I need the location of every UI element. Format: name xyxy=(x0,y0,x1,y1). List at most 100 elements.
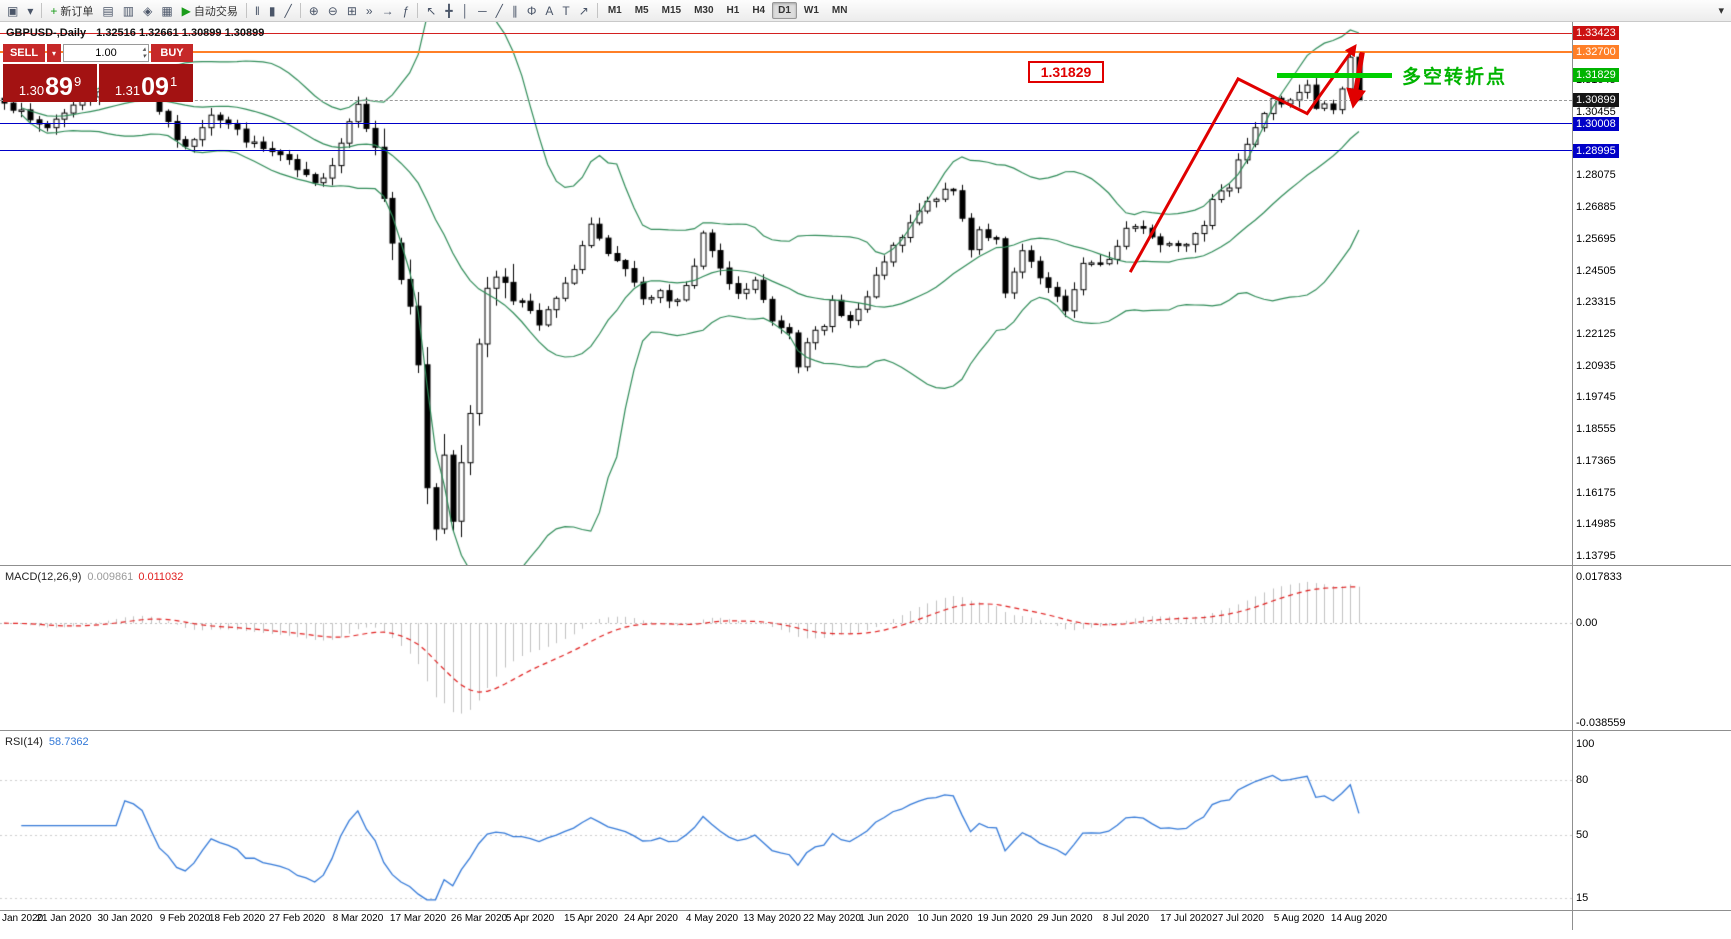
vertical-line-tool-button[interactable]: │ xyxy=(458,2,474,20)
price-scale-axis[interactable] xyxy=(1572,22,1573,930)
crosshair-button[interactable]: ╋ xyxy=(441,2,456,20)
chart-shift-button[interactable]: → xyxy=(378,2,398,20)
market-watch-icon: ▤ xyxy=(102,3,114,18)
date-axis-label: 4 May 2020 xyxy=(685,913,739,924)
date-axis-label: 10 Jun 2020 xyxy=(917,913,973,924)
label-tool-icon: T xyxy=(562,3,570,18)
trendline-tool-icon: ╱ xyxy=(495,3,503,18)
sell-button[interactable]: SELL xyxy=(3,44,45,62)
horizontal-line-1.33423[interactable] xyxy=(0,33,1572,34)
fibonacci-tool-button[interactable]: Φ xyxy=(523,2,541,20)
label-tool-button[interactable]: T xyxy=(558,2,573,20)
date-axis-label: 9 Feb 2020 xyxy=(159,913,211,924)
navigator-button[interactable]: ◈ xyxy=(139,2,156,20)
zoom-out-button[interactable]: ⊖ xyxy=(324,2,342,20)
arrows-tool-button[interactable]: ↗ xyxy=(575,2,593,20)
price-chart-canvas[interactable] xyxy=(0,22,1572,565)
date-axis-label: 26 Mar 2020 xyxy=(450,913,508,924)
terminal-button[interactable]: ▦ xyxy=(157,2,176,20)
zoom-in-icon: ⊕ xyxy=(308,3,319,18)
line-chart-mode-button[interactable]: ╱ xyxy=(280,2,295,20)
channel-tool-button[interactable]: ∥ xyxy=(508,2,522,20)
chart-profiles-icon: ▾ xyxy=(27,3,34,18)
bar-chart-mode-button[interactable]: ‖ xyxy=(251,2,264,20)
timeframe-h4[interactable]: H4 xyxy=(752,5,766,16)
rsi-panel-canvas[interactable] xyxy=(0,732,1572,910)
macd-panel-splitter[interactable] xyxy=(0,565,1731,566)
horizontal-line-1.30899[interactable] xyxy=(0,100,1572,101)
price-flag-annotation[interactable]: 1.31829 xyxy=(1028,61,1104,83)
new-chart-button[interactable]: ▣ xyxy=(3,2,22,20)
macd-panel-canvas[interactable] xyxy=(0,567,1572,730)
cursor-icon: ↖ xyxy=(426,3,437,18)
fibonacci-tool-icon: Φ xyxy=(526,3,537,18)
date-axis-label: 27 Feb 2020 xyxy=(268,913,326,924)
price-axis-label: 1.32700 xyxy=(1573,45,1619,59)
price-axis-label: 1.30008 xyxy=(1573,117,1619,131)
timeframe-h1[interactable]: H1 xyxy=(726,5,740,16)
tile-windows-button[interactable]: ⊞ xyxy=(343,2,361,20)
new-order-button[interactable]: + 新订单 xyxy=(46,2,97,20)
date-axis-label: 21 Jan 2020 xyxy=(36,913,92,924)
timeframe-mn[interactable]: MN xyxy=(831,5,848,16)
price-axis-label: 1.24505 xyxy=(1576,265,1616,277)
price-axis-label: 1.20935 xyxy=(1576,360,1616,372)
timeframe-m15[interactable]: M15 xyxy=(661,5,682,16)
indicators-button[interactable]: ƒ xyxy=(399,2,414,20)
order-type-dropdown[interactable]: ▾ xyxy=(47,44,61,62)
zoom-in-button[interactable]: ⊕ xyxy=(305,2,323,20)
chart-profiles-button[interactable]: ▾ xyxy=(23,2,37,20)
volume-up-icon[interactable]: ▴ xyxy=(142,46,146,53)
date-axis-label: 27 Jul 2020 xyxy=(1212,913,1264,924)
timeframe-w1[interactable]: W1 xyxy=(803,5,819,16)
date-axis-border xyxy=(0,910,1731,911)
text-tool-button[interactable]: A xyxy=(541,2,557,20)
chart-symbol-period: GBPUSD-,Daily xyxy=(6,27,87,39)
buy-price-button[interactable]: 1.31 09 1 xyxy=(99,64,193,102)
rsi-axis-label: 100 xyxy=(1576,738,1595,750)
data-window-button[interactable]: ▥ xyxy=(119,2,138,20)
price-axis-label: 1.13795 xyxy=(1576,550,1616,562)
macd-main-value: 0.009861 xyxy=(87,571,134,583)
horizontal-line-1.28995[interactable] xyxy=(0,150,1572,151)
turning-point-line[interactable] xyxy=(1277,73,1392,78)
auto-trading-button[interactable]: ▶ 自动交易 xyxy=(178,2,242,20)
candlestick-mode-button[interactable]: ▮ xyxy=(265,2,280,20)
date-axis-label: 24 Apr 2020 xyxy=(624,913,678,924)
volume-spinner[interactable]: ▴ ▾ xyxy=(142,46,146,60)
timeframe-m1[interactable]: M1 xyxy=(607,5,622,16)
date-axis-label: 17 Jul 2020 xyxy=(1160,913,1212,924)
date-axis-label: 17 Mar 2020 xyxy=(389,913,447,924)
auto-scroll-icon: » xyxy=(365,3,373,18)
price-axis-label: 1.18555 xyxy=(1576,423,1616,435)
rsi-value: 58.7362 xyxy=(48,736,89,748)
price-axis-label: 1.17365 xyxy=(1576,455,1616,467)
macd-axis-label: 0.017833 xyxy=(1576,571,1622,583)
turning-point-label[interactable]: 多空转折点 xyxy=(1402,67,1508,88)
timeframe-d1[interactable]: D1 xyxy=(772,2,797,19)
auto-trading-icon: ▶ xyxy=(181,3,191,18)
new-order-label: 新订单 xyxy=(60,5,94,18)
cursor-button[interactable]: ↖ xyxy=(422,2,440,20)
price-axis-label: 1.33423 xyxy=(1573,26,1619,40)
toolbar-more-icon[interactable]: ▾ xyxy=(1718,5,1724,17)
timeframe-m30[interactable]: M30 xyxy=(694,5,714,16)
timeframe-m5[interactable]: M5 xyxy=(634,5,649,16)
buy-price-pip: 1 xyxy=(169,74,178,89)
price-axis-label: 1.23315 xyxy=(1576,296,1616,308)
sell-price-button[interactable]: 1.30 89 9 xyxy=(3,64,97,102)
volume-down-icon[interactable]: ▾ xyxy=(142,53,146,60)
date-axis-label: 30 Jan 2020 xyxy=(97,913,153,924)
horizontal-line-tool-button[interactable]: ─ xyxy=(474,2,491,20)
macd-signal-value: 0.011032 xyxy=(138,571,184,583)
trendline-tool-button[interactable]: ╱ xyxy=(492,2,507,20)
buy-button[interactable]: BUY xyxy=(151,44,193,62)
horizontal-line-1.30008[interactable] xyxy=(0,123,1572,124)
date-axis-label: 18 Feb 2020 xyxy=(208,913,266,924)
auto-scroll-button[interactable]: » xyxy=(362,2,377,20)
rsi-axis-label: 50 xyxy=(1576,829,1589,841)
market-watch-button[interactable]: ▤ xyxy=(98,2,117,20)
volume-input[interactable]: 1.00 ▴ ▾ xyxy=(63,44,149,62)
horizontal-line-1.327[interactable] xyxy=(0,51,1572,53)
rsi-panel-splitter[interactable] xyxy=(0,730,1731,731)
